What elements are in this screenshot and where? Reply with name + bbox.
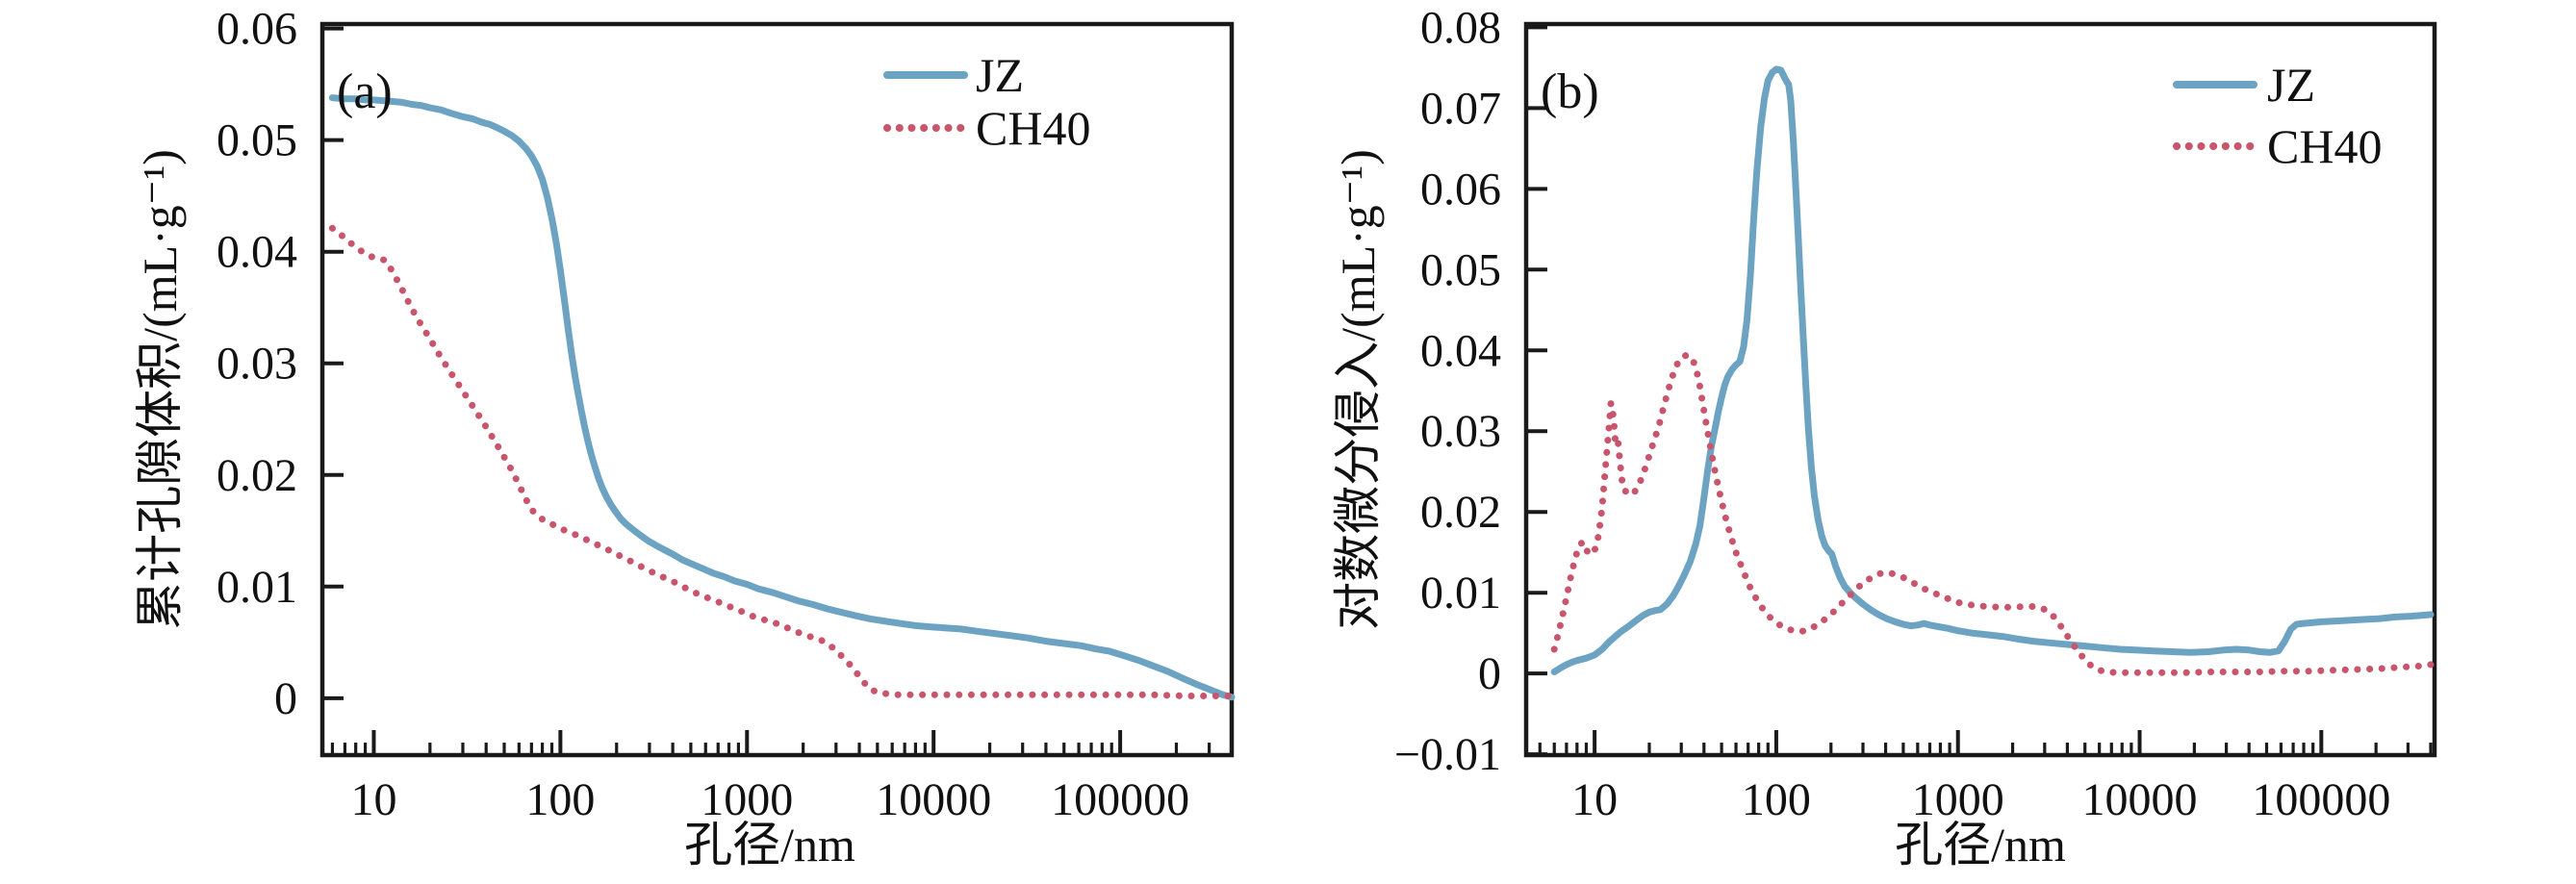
y-tick-label: 0.03 [1420, 406, 1501, 457]
legend-label-CH40: CH40 [976, 101, 1090, 155]
x-tick-label: 10000 [2082, 774, 2198, 825]
y-tick-label: −0.01 [1394, 729, 1501, 780]
y-tick-label: 0.01 [217, 562, 297, 613]
panel-label: (a) [337, 64, 393, 119]
panel-(a): 10 100 1000 10000 100000 0 0.01 0.02 0.03 0.04 0.0… [133, 4, 1236, 871]
y-tick-label: 0.03 [217, 339, 297, 390]
y-tick-label: 0.06 [217, 4, 297, 55]
y-tick-label: 0.07 [1420, 83, 1501, 134]
x-axis-title: 孔径/nm [1895, 818, 2066, 871]
x-axis-title: 孔径/nm [684, 818, 855, 871]
y-axis-title: 对数微分侵入/(mL·g⁻¹) [1331, 149, 1385, 630]
y-tick-label: 0.02 [217, 450, 297, 501]
y-tick-label: 0.04 [1420, 325, 1501, 376]
y-tick-label: 0 [1478, 648, 1501, 699]
panel-label: (b) [1541, 64, 1599, 119]
y-tick-label: 0.04 [217, 227, 297, 278]
y-tick-label: 0 [274, 673, 297, 724]
y-axis-title: 累计孔隙体积/(mL·g⁻¹) [133, 149, 187, 630]
x-tick-label: 100000 [1051, 774, 1189, 825]
y-tick-label: 0.02 [1420, 487, 1501, 538]
y-tick-label: 0.01 [1420, 568, 1501, 619]
y-tick-label: 0.06 [1420, 164, 1501, 215]
legend-label-CH40: CH40 [2267, 119, 2382, 173]
y-tick-label: 0.05 [1420, 244, 1501, 295]
series-line-JZ [1550, 65, 2435, 675]
x-tick-label: 10000 [876, 774, 991, 825]
y-tick-label: 0.05 [217, 115, 297, 166]
x-tick-label: 100 [525, 774, 595, 825]
plot-border [1523, 21, 2437, 758]
y-tick-label: 0.08 [1420, 2, 1501, 53]
series-line-CH40 [1550, 351, 2435, 676]
series-line-CH40 [328, 224, 1236, 699]
plot-border [319, 21, 1235, 758]
x-tick-label: 10 [350, 774, 396, 825]
x-tick-label: 100000 [2252, 774, 2390, 825]
legend-label-JZ: JZ [2267, 58, 2315, 112]
series-line-JZ [328, 94, 1236, 701]
x-tick-label: 1000 [1912, 774, 2004, 825]
x-tick-label: 100 [1742, 774, 1811, 825]
legend-label-JZ: JZ [976, 48, 1024, 102]
x-tick-label: 1000 [701, 774, 793, 825]
x-tick-label: 10 [1571, 774, 1618, 825]
panel-(b): 10 100 1000 10000 100000 −0.01 0 0.01 0.02 0.03 0.… [1331, 2, 2437, 871]
